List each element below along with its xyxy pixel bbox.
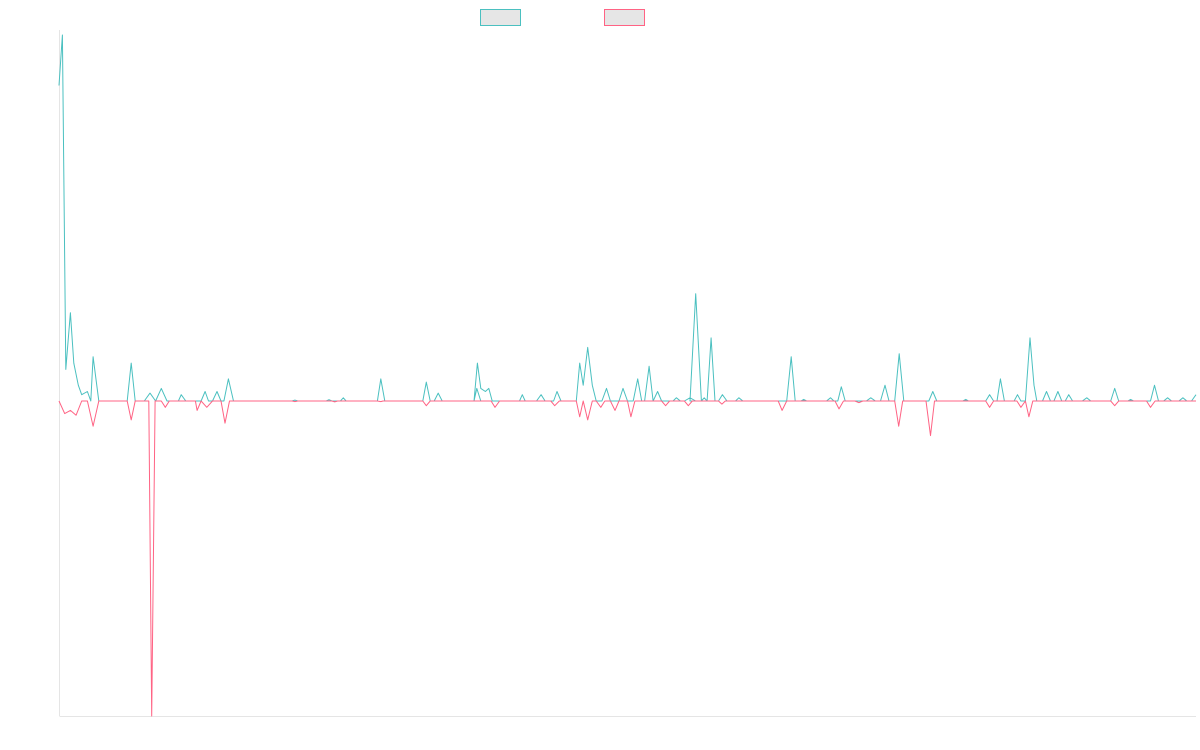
- series-line-2: [58, 400, 1196, 717]
- series-layer: [58, 34, 1197, 717]
- series-line-1: [58, 34, 1197, 402]
- legend-swatch-1[interactable]: [480, 9, 521, 26]
- legend-item-2[interactable]: [604, 9, 645, 26]
- legend-swatch-2[interactable]: [604, 9, 645, 26]
- chart-axes: [59, 30, 1196, 717]
- legend-item-1[interactable]: [480, 9, 521, 26]
- legend[interactable]: [480, 9, 645, 26]
